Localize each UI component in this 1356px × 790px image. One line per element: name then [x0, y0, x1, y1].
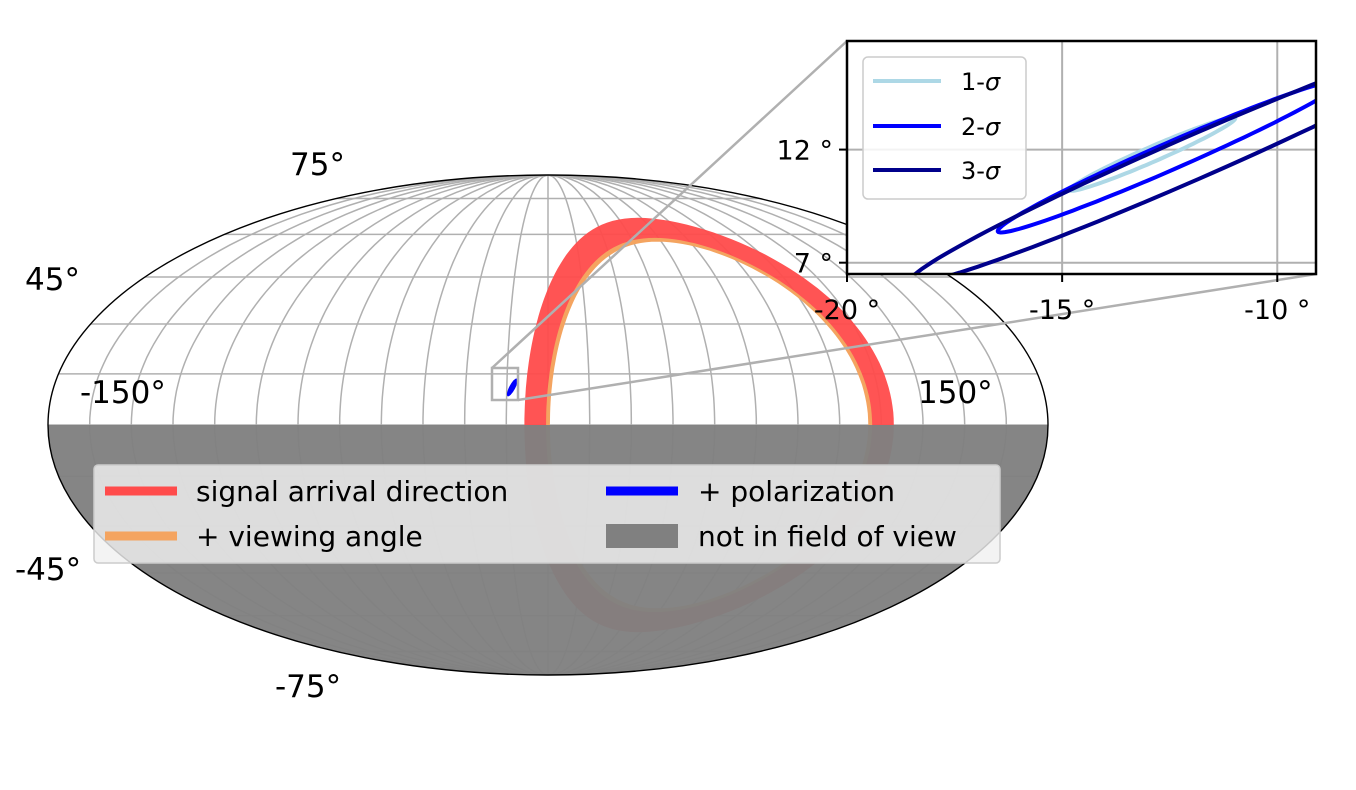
inset-ytick-label: 7 ° — [794, 249, 833, 280]
zoom-indicator — [490, 40, 1317, 402]
legend-label-not-in-view: not in field of view — [698, 520, 957, 553]
map-border — [47, 174, 1049, 676]
lon-label-150: 150° — [918, 375, 993, 411]
legend-label-viewing: + viewing angle — [196, 520, 423, 553]
inset-xtick-label: -15 ° — [1029, 295, 1095, 326]
inset-legend-label-2sigma: 2-σ — [961, 113, 1001, 141]
zoom-connector-bottom — [517, 272, 1317, 402]
inset-frame — [845, 39, 1318, 276]
map-legend: signal arrival direction + viewing angle… — [93, 464, 1001, 564]
zoom-region-box — [490, 366, 520, 402]
legend-label-signal: signal arrival direction — [196, 475, 508, 508]
zoom-connector-top — [491, 40, 848, 369]
lat-label-neg45: -45° — [15, 552, 81, 588]
lat-label-75: 75° — [290, 147, 345, 183]
lat-label-45: 45° — [25, 262, 80, 298]
sky-map: 75° 45° -45° -75° -150° 150° signal arri… — [15, 147, 1049, 705]
polarization-region — [506, 378, 518, 397]
lat-label-neg75: -75° — [275, 669, 341, 705]
inset-xtick-label: -20 ° — [814, 295, 880, 326]
lon-label-neg150: -150° — [80, 375, 166, 411]
legend-swatch-not-in-view — [606, 524, 678, 548]
inset-legend-label-3sigma: 3-σ — [961, 157, 1001, 185]
inset-legend-frame — [862, 56, 1027, 200]
map-legend-frame — [93, 464, 1001, 564]
inset-ytick-label: 12 ° — [777, 136, 833, 167]
inset-plot: -20 ° -15 ° -10 ° 7 ° 12 ° 1-σ 2-σ 3-σ — [777, 39, 1318, 326]
inset-legend: 1-σ 2-σ 3-σ — [862, 56, 1027, 200]
contour-3-sigma — [912, 81, 1316, 274]
legend-label-polarization: + polarization — [698, 475, 895, 508]
inset-legend-label-1sigma: 1-σ — [961, 68, 1001, 96]
inset-xtick-label: -10 ° — [1244, 295, 1310, 326]
